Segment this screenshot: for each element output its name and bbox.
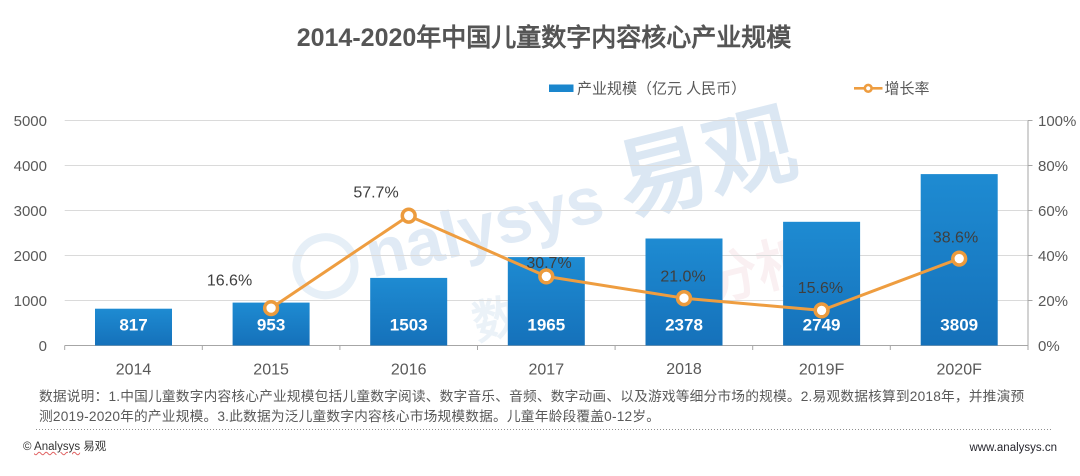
svg-text:15.6%: 15.6% [798, 280, 843, 297]
svg-text:增长率: 增长率 [885, 81, 930, 98]
svg-text:2749: 2749 [803, 316, 841, 335]
svg-text:30.7%: 30.7% [526, 255, 571, 272]
svg-text:2000: 2000 [14, 248, 47, 265]
svg-text:1965: 1965 [527, 316, 565, 335]
svg-text:2014-2020年中国儿童数字内容核心产业规模: 2014-2020年中国儿童数字内容核心产业规模 [297, 23, 793, 52]
svg-text:57.7%: 57.7% [353, 184, 398, 201]
svg-text:100%: 100% [1038, 113, 1076, 130]
svg-text:2018: 2018 [666, 361, 702, 378]
svg-text:16.6%: 16.6% [207, 272, 252, 289]
svg-text:1503: 1503 [390, 316, 428, 335]
svg-text:40%: 40% [1038, 248, 1068, 265]
svg-text:0%: 0% [1038, 338, 1060, 355]
svg-text:953: 953 [257, 316, 285, 335]
svg-text:38.6%: 38.6% [933, 230, 978, 247]
svg-text:产业规模（亿元 人民币）: 产业规模（亿元 人民币） [577, 81, 746, 98]
svg-text:5000: 5000 [14, 113, 47, 130]
svg-text:21.0%: 21.0% [660, 268, 705, 285]
svg-text:3000: 3000 [14, 203, 47, 220]
svg-text:2015: 2015 [253, 362, 289, 379]
svg-text:20%: 20% [1038, 293, 1068, 310]
svg-text:2020F: 2020F [937, 362, 983, 379]
svg-text:1000: 1000 [14, 293, 47, 310]
svg-text:4000: 4000 [14, 158, 47, 175]
svg-text:易观: 易观 [607, 94, 806, 235]
svg-text:817: 817 [119, 316, 147, 335]
svg-text:2016: 2016 [391, 362, 427, 379]
svg-text:60%: 60% [1038, 203, 1068, 220]
svg-text:2378: 2378 [665, 316, 703, 335]
svg-text:0: 0 [39, 338, 47, 355]
svg-text:2017: 2017 [529, 362, 565, 379]
svg-text:80%: 80% [1038, 158, 1068, 175]
svg-text:2019F: 2019F [799, 362, 845, 379]
svg-text:2014: 2014 [116, 362, 152, 379]
svg-text:3809: 3809 [940, 316, 978, 335]
